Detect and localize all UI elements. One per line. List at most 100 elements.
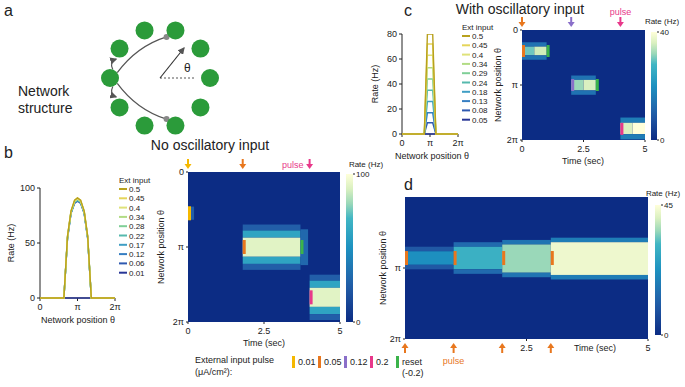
heatmap-cell [310,288,340,307]
colorbar-tick [657,140,659,141]
legend-label: 0.34 [472,60,488,69]
series-line [402,123,458,134]
legend-label: 0.05 [324,357,342,367]
y-tick-label: 0 [392,129,397,139]
colorbar-tick [353,174,355,175]
line-chart: 0204060800π2πRate (Hz)Network position θ… [370,23,494,161]
legend-label: 0.18 [472,88,488,97]
plot-area [402,34,458,134]
heatmap-cell [310,281,340,288]
x-tick [340,322,341,324]
y-tick-label: 0 [30,293,35,303]
heatmap-cell [454,247,503,270]
legend-swatch [119,197,127,199]
y-tick [520,30,522,31]
x-tick [522,140,523,142]
pulse-legend: External input pulse(μA/cm²):0.010.050.1… [195,355,424,378]
network-node [136,21,154,39]
y-tick [403,339,405,340]
arrow-label: pulse [443,356,465,366]
y-tick [186,172,188,173]
heatmap-cell [243,230,301,237]
series-line [402,79,458,134]
x-axis-label: Network position θ [41,315,115,325]
network-node [166,117,184,135]
heatmap-cell [310,307,340,314]
heatmap-cell [522,55,547,59]
legend-swatch [462,63,470,65]
panel-title: No oscillatory input [151,137,269,153]
legend-swatch [292,356,295,368]
x-tick-label: 0 [519,144,524,154]
legend-swatch [119,272,127,274]
series-line [402,90,458,134]
pulse-bar [620,123,623,135]
legend-label: 0.2 [376,357,389,367]
colorbar [346,174,353,322]
network-node [191,40,209,58]
pulse-bar [310,290,313,304]
y-tick [399,34,402,35]
heatmap-cell [243,225,301,231]
colorbar [655,205,661,335]
legend-swatch [462,100,470,102]
colorbar-tick [661,335,663,336]
heatmap-cell [584,80,596,91]
heatmap-cell [188,207,194,220]
heatmap-cell [454,269,503,274]
pulse-bar [571,79,574,91]
heatmap-cell [405,265,454,270]
y-tick-label: 0 [179,167,184,177]
arrow-head [617,22,624,27]
x-tick [648,339,649,341]
pulse-bar [300,240,303,254]
connection [112,59,117,69]
series-line [402,34,458,134]
heatmap-cell [243,257,301,264]
x-tick [264,322,265,324]
legend-label: 0.05 [472,116,488,125]
y-tick-label: 2π [507,135,518,145]
x-tick-label: 2.5 [258,326,271,336]
legend-swatch [462,35,470,37]
legend-label: 0.45 [129,194,145,203]
pulse-bar [547,45,550,57]
legend-label: 0.06 [129,259,145,268]
x-tick-label: 0 [185,326,190,336]
legend-label: 0.22 [129,232,145,241]
heatmap-background [522,30,645,140]
network-label: structure [18,100,73,116]
heatmap-cell [633,123,645,134]
arrow-head [185,164,192,169]
pulse-bar [596,79,599,91]
x-tick-label: π [427,138,433,148]
arrow-head [547,343,554,348]
legend-label: 0.4 [129,204,141,213]
pulse-bar [243,240,246,254]
network-node [136,117,154,135]
plot-area [405,197,648,339]
legend-swatch [462,109,470,111]
colorbar-tick [661,205,663,206]
x-tick-label: 2.5 [577,144,590,154]
x-axis-label: Time (sec) [574,343,616,353]
legend-label: 0.17 [129,241,145,250]
arrow-head [402,343,409,348]
legend-swatch [462,44,470,46]
series-line [40,200,115,298]
x-tick-label: 0 [37,302,42,312]
heatmap-cell [454,242,503,247]
heatmap-cell [620,123,632,134]
plot-area [188,172,340,322]
theta-label: θ [184,61,191,75]
series-line [40,200,115,298]
network-diagram: Networkstructureθ [18,21,219,134]
series-line [40,200,115,298]
x-tick [645,140,646,142]
line-chart: 0501000π2πRate (Hz)Network position θExt… [6,176,151,325]
series-line [402,44,458,134]
colorbar [651,32,657,140]
x-tick-label: 2π [109,302,120,312]
y-tick-label: 0 [513,25,518,35]
x-tick-label: 5 [337,326,342,336]
